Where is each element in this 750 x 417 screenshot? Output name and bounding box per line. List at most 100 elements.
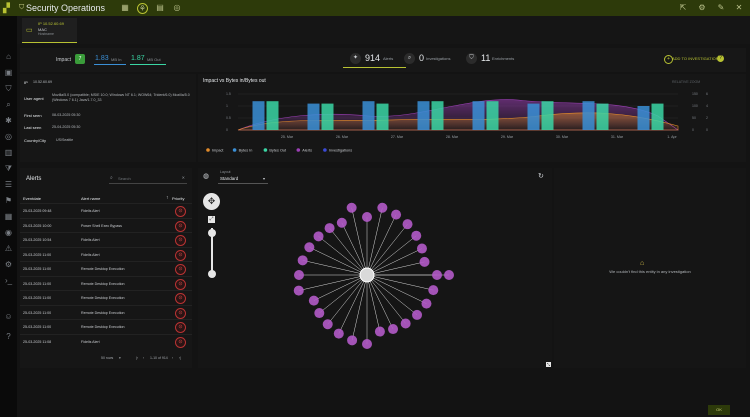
zoom-out-handle[interactable] (208, 270, 216, 278)
share-icon[interactable]: ⇱ (679, 3, 687, 12)
graph-node[interactable] (391, 209, 402, 220)
investigations-stat[interactable]: ⌕ 0 Investigations (404, 51, 464, 68)
expand-icon[interactable]: ⤡ (546, 362, 551, 367)
alerts-stat[interactable]: ✦ 914 Alerts (350, 51, 410, 68)
shield-icon[interactable]: ⛉ (5, 84, 12, 93)
warning-icon[interactable]: ⚠ (4, 244, 13, 253)
graph-node[interactable] (432, 270, 442, 280)
table-row[interactable]: 25-03-2025 09:48 Fidelis Alert ⊙ (20, 203, 192, 218)
zoom-in-handle[interactable] (208, 229, 216, 237)
terminal-icon[interactable]: ›_ (4, 276, 13, 285)
list-icon[interactable]: ☰ (4, 180, 13, 189)
graph-node[interactable] (362, 339, 372, 349)
bar-bytes-out[interactable] (486, 101, 499, 130)
graph-node[interactable] (346, 202, 357, 213)
dashboard-icon[interactable]: ▣ (4, 68, 13, 77)
table-row[interactable]: 25-03-2025 10:00 Power Shell Exec Bypass ⊙ (20, 217, 192, 233)
graph-node[interactable] (324, 223, 335, 234)
legend-label[interactable]: Investigations (329, 148, 352, 152)
table-row[interactable]: 25-03-2025 11:00 Fidelis Alert ⊙ (20, 246, 192, 262)
graph-node[interactable] (416, 243, 427, 254)
bar-bytes-in[interactable] (362, 101, 375, 130)
enrichments-stat[interactable]: ⛉ 11 Enrichments (466, 51, 530, 68)
home-icon[interactable]: ⌂ (6, 52, 11, 61)
chart-icon[interactable]: ▥ (4, 148, 13, 157)
col-priority[interactable]: Priority (172, 196, 185, 201)
bar-bytes-out[interactable] (431, 101, 444, 130)
bar-bytes-in[interactable] (472, 101, 485, 130)
prev-page-icon[interactable]: ‹ (143, 356, 145, 360)
filter-icon[interactable]: ⧩ (4, 164, 13, 173)
graph-node[interactable] (400, 318, 411, 329)
close-icon[interactable]: ✕ (181, 175, 185, 180)
bar-bytes-out[interactable] (321, 103, 334, 130)
graph-node[interactable] (308, 295, 319, 306)
table-row[interactable]: 25-03-2025 11:08 Fidelis Alert ⊙ (20, 333, 192, 349)
bar-bytes-in[interactable] (307, 103, 320, 130)
legend-label[interactable]: Bytes Out (269, 148, 287, 152)
graph-node[interactable] (419, 256, 430, 267)
bar-bytes-out[interactable] (596, 103, 609, 130)
eye-icon[interactable]: ◉ (5, 228, 12, 237)
graph-node[interactable] (297, 255, 308, 266)
flag-icon[interactable]: ⚑ (4, 196, 13, 205)
bar-bytes-out[interactable] (541, 101, 554, 130)
rows-per-page[interactable]: 50 rows (101, 356, 114, 360)
bar-bytes-out[interactable] (651, 103, 664, 130)
info-icon[interactable]: ? (717, 55, 724, 62)
help-icon[interactable]: ? (6, 332, 11, 341)
add-circle-icon[interactable]: + (664, 55, 673, 64)
graph-icon[interactable]: ⚘ (137, 3, 148, 14)
bar-bytes-out[interactable] (266, 101, 279, 130)
col-alert-name[interactable]: Alert name (81, 196, 101, 201)
grid-icon[interactable]: ▦ (4, 212, 13, 221)
legend-label[interactable]: Impact (212, 148, 224, 152)
table-row[interactable]: 25-03-2025 11:00 Remote Desktop Execution… (20, 319, 192, 334)
graph-node[interactable] (444, 270, 454, 280)
bar-bytes-in[interactable] (527, 103, 540, 130)
graph-node[interactable] (377, 202, 388, 213)
bar-bytes-out[interactable] (376, 103, 389, 130)
add-to-investigation-button[interactable]: ADD TO INVESTIGATION (672, 56, 719, 61)
entity-tab[interactable]: ▭ IP 10.52.60.69 MAC Hostname (22, 18, 77, 43)
user-icon[interactable]: ☺ (4, 312, 13, 321)
bar-bytes-in[interactable] (417, 101, 430, 130)
edit-icon[interactable]: ✎ (717, 3, 725, 12)
graph-node[interactable] (411, 230, 422, 241)
legend-label[interactable]: Bytes In (239, 148, 253, 152)
table-row[interactable]: 25-03-2025 11:00 Remote Desktop Execution… (20, 290, 192, 305)
alerts-search-input[interactable]: ⌕ Search ✕ (109, 174, 187, 184)
graph-node[interactable] (362, 212, 372, 222)
table-row[interactable]: 25-03-2025 10:54 Fidelis Alert ⊙ (20, 232, 192, 247)
graph-center-node[interactable] (359, 267, 375, 283)
globe-icon[interactable]: ◍ (203, 173, 210, 180)
graph-node[interactable] (322, 319, 333, 330)
next-page-icon[interactable]: › (172, 356, 174, 360)
graph-node[interactable] (314, 308, 325, 319)
col-eventdate[interactable]: Eventdate (23, 196, 42, 201)
settings-icon[interactable]: ⚙ (698, 3, 706, 12)
graph-node[interactable] (333, 328, 344, 339)
graph-node[interactable] (336, 217, 347, 228)
relative-zoom-toggle[interactable]: RELATIVE ZOOM (672, 80, 701, 84)
table-row[interactable]: 25-03-2025 11:00 Remote Desktop Execution… (20, 261, 192, 276)
table-row[interactable]: 25-03-2025 11:00 Remote Desktop Execution… (20, 304, 192, 320)
zoom-slider[interactable] (211, 228, 213, 276)
rows-dropdown-icon[interactable]: ▾ (119, 356, 121, 360)
graph-node[interactable] (388, 324, 399, 335)
graph-node[interactable] (374, 326, 385, 337)
bug-icon[interactable]: ✱ (5, 116, 12, 125)
legend-label[interactable]: Alerts (302, 148, 312, 152)
fit-view-icon[interactable]: ⤢ (208, 216, 215, 223)
document-icon[interactable]: ▤ (156, 3, 164, 12)
search-icon[interactable]: ⌕ (6, 100, 11, 109)
close-icon[interactable]: ✕ (735, 3, 743, 12)
bar-bytes-in[interactable] (637, 106, 650, 130)
sort-icon[interactable]: ↑ (166, 195, 169, 201)
graph-node[interactable] (293, 285, 304, 296)
bar-bytes-in[interactable] (582, 101, 595, 130)
graph-node[interactable] (294, 270, 304, 280)
table-row[interactable]: 25-03-2025 11:00 Remote Desktop Execution… (20, 275, 192, 291)
graph-node[interactable] (304, 242, 315, 253)
graph-node[interactable] (412, 309, 423, 320)
